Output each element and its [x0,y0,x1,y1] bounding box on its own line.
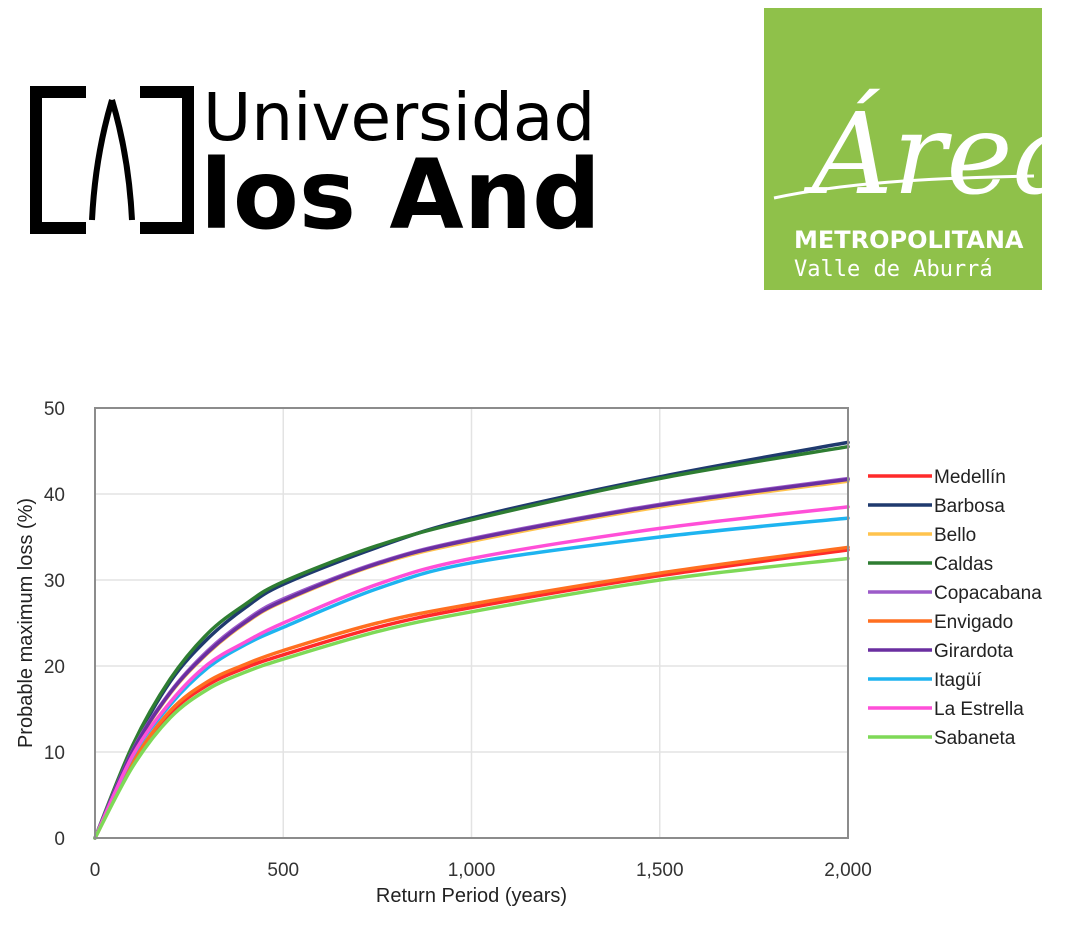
series-line-8 [93,505,850,840]
y-tick-label-5: 50 [44,399,65,420]
grid-layer [94,407,849,839]
x-tick-label-4: 2,000 [824,860,872,881]
x-tick-label-0: 0 [90,860,101,881]
x-tick-labels: 0 500 1,000 1,500 2,000 [90,860,872,881]
uniandes-logo-graphic: Universidad de los Andes [30,79,723,251]
x-tick-label-1: 500 [267,860,299,881]
y-tick-label-1: 10 [44,743,65,764]
legend-label-5: Envigado [934,612,1013,633]
area-metropolitana-logo-graphic: Área METROPOLITANA Valle de Aburrá [764,8,1079,290]
plot-frame [94,407,849,839]
uniandes-emblem-figure [89,99,135,221]
legend-label-7: Itagüí [934,670,982,691]
uniandes-logo: Universidad de los Andes [28,70,723,251]
series-layer [93,440,850,840]
area-logo-line2: Valle de Aburrá [794,257,993,282]
area-metropolitana-logo: Área METROPOLITANA Valle de Aburrá [764,8,1079,290]
y-tick-labels: 0 10 20 30 40 50 [44,399,65,850]
area-logo-script: Área [803,88,1042,220]
chart-svg: 0 500 1,000 1,500 2,000 0 10 20 30 40 50 Return P… [15,399,1042,907]
y-tick-label-3: 30 [44,571,65,592]
uniandes-logo-line2: los Andes [200,139,598,245]
x-axis-label: Return Period (years) [376,885,567,907]
legend-label-8: La Estrella [934,699,1024,720]
uniandes-emblem-left-bracket [30,86,86,234]
x-tick-label-2: 1,000 [448,860,496,881]
series-line-5 [93,545,850,840]
legend-label-2: Bello [934,525,976,546]
uniandes-emblem-right-bracket [140,86,194,234]
y-axis-label: Probable maximum loss (%) [15,498,37,748]
area-logo-background [764,8,1042,290]
legend-label-9: Sabaneta [934,728,1016,749]
series-line-9 [93,556,850,840]
area-logo-line1: METROPOLITANA [794,226,1024,254]
series-line-6 [93,477,850,840]
area-logo-swoosh [773,174,1035,200]
legend-label-6: Girardota [934,641,1014,662]
y-tick-label-0: 0 [54,829,65,850]
pml-chart: 0 500 1,000 1,500 2,000 0 10 20 30 40 50 Return P… [0,380,1089,922]
legend-label-0: Medellín [934,467,1006,488]
legend-label-4: Copacabana [934,583,1042,604]
y-tick-label-4: 40 [44,485,65,506]
legend-label-3: Caldas [934,554,993,575]
y-tick-label-2: 20 [44,657,65,678]
legend-label-1: Barbosa [934,496,1005,517]
legend: Medellín Barbosa Bello Caldas Copacabana Envi… [868,467,1042,749]
series-line-3 [93,444,850,840]
x-tick-label-3: 1,500 [636,860,684,881]
